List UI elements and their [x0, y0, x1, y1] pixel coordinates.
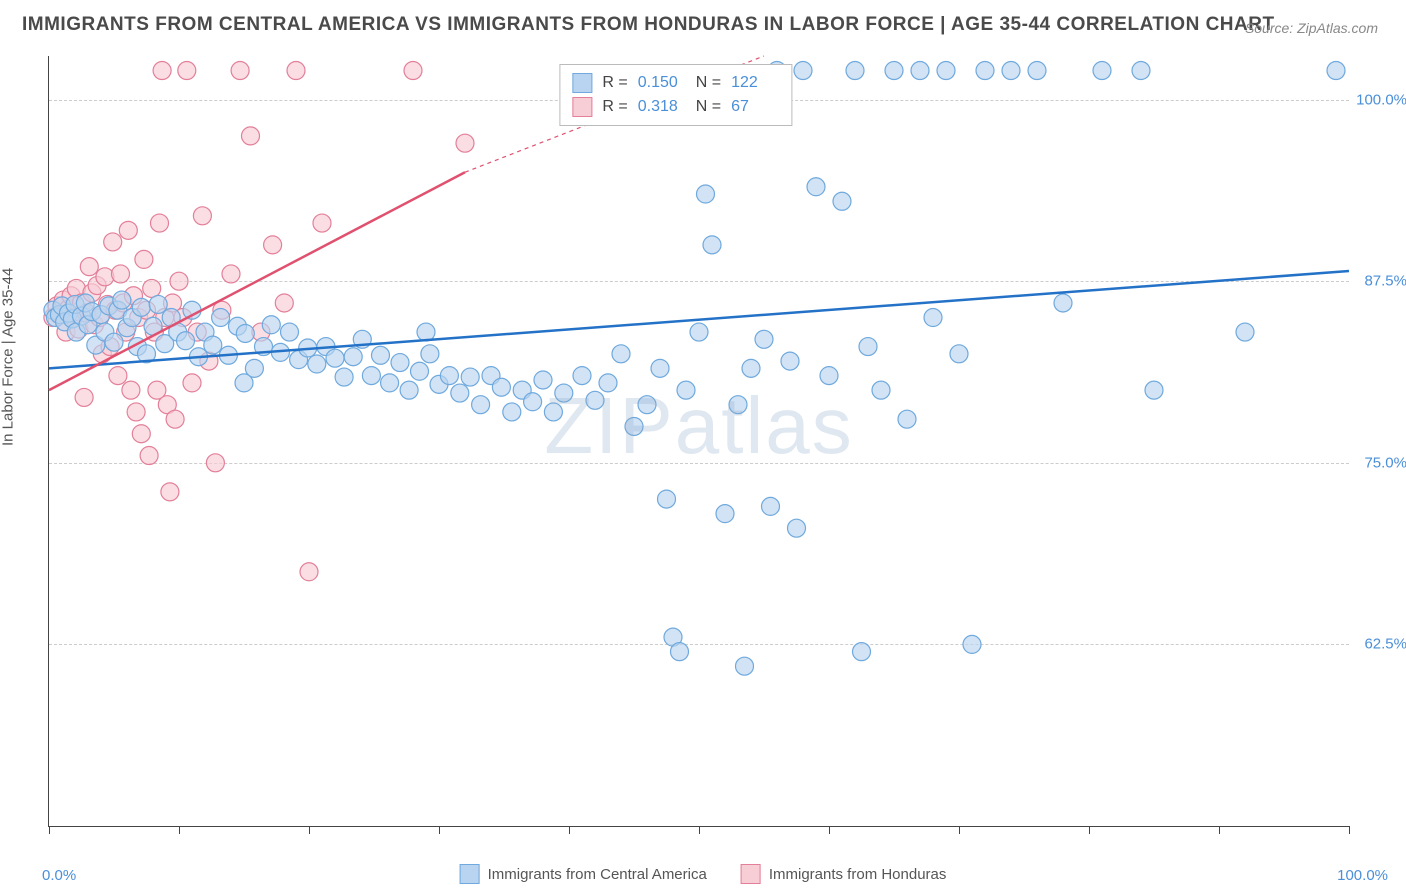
y-tick-label: 100.0%: [1356, 91, 1406, 108]
legend-bottom: Immigrants from Central America Immigran…: [460, 864, 947, 884]
scatter-svg: [49, 56, 1349, 826]
legend-label-a: Immigrants from Central America: [488, 866, 707, 883]
chart-title: IMMIGRANTS FROM CENTRAL AMERICA VS IMMIG…: [22, 14, 1275, 36]
source-attribution: Source: ZipAtlas.com: [1245, 20, 1378, 36]
stat-r-label: R =: [602, 74, 627, 92]
stats-legend-box: R = 0.150 N = 122 R = 0.318 N = 67: [559, 64, 792, 126]
legend-label-b: Immigrants from Honduras: [769, 866, 947, 883]
stats-row-b: R = 0.318 N = 67: [572, 95, 779, 119]
legend-item-a: Immigrants from Central America: [460, 864, 707, 884]
plot-area: 62.5%75.0%87.5%100.0% ZIPatlas R = 0.150…: [48, 56, 1349, 827]
legend-item-b: Immigrants from Honduras: [741, 864, 947, 884]
swatch-series-a-icon: [460, 864, 480, 884]
stat-n-label: N =: [696, 98, 721, 116]
y-axis-label: In Labor Force | Age 35-44: [0, 268, 17, 446]
stat-n-value-a: 122: [731, 74, 779, 92]
stat-r-label: R =: [602, 98, 627, 116]
x-axis-max-label: 100.0%: [1337, 867, 1388, 884]
stats-row-a: R = 0.150 N = 122: [572, 71, 779, 95]
stat-r-value-b: 0.318: [638, 98, 686, 116]
stat-n-label: N =: [696, 74, 721, 92]
y-tick-label: 62.5%: [1364, 636, 1406, 653]
stat-n-value-b: 67: [731, 98, 779, 116]
y-tick-label: 87.5%: [1364, 273, 1406, 290]
y-tick-label: 75.0%: [1364, 454, 1406, 471]
swatch-series-b-icon: [572, 97, 592, 117]
x-axis-min-label: 0.0%: [42, 867, 76, 884]
stat-r-value-a: 0.150: [638, 74, 686, 92]
swatch-series-a-icon: [572, 73, 592, 93]
swatch-series-b-icon: [741, 864, 761, 884]
